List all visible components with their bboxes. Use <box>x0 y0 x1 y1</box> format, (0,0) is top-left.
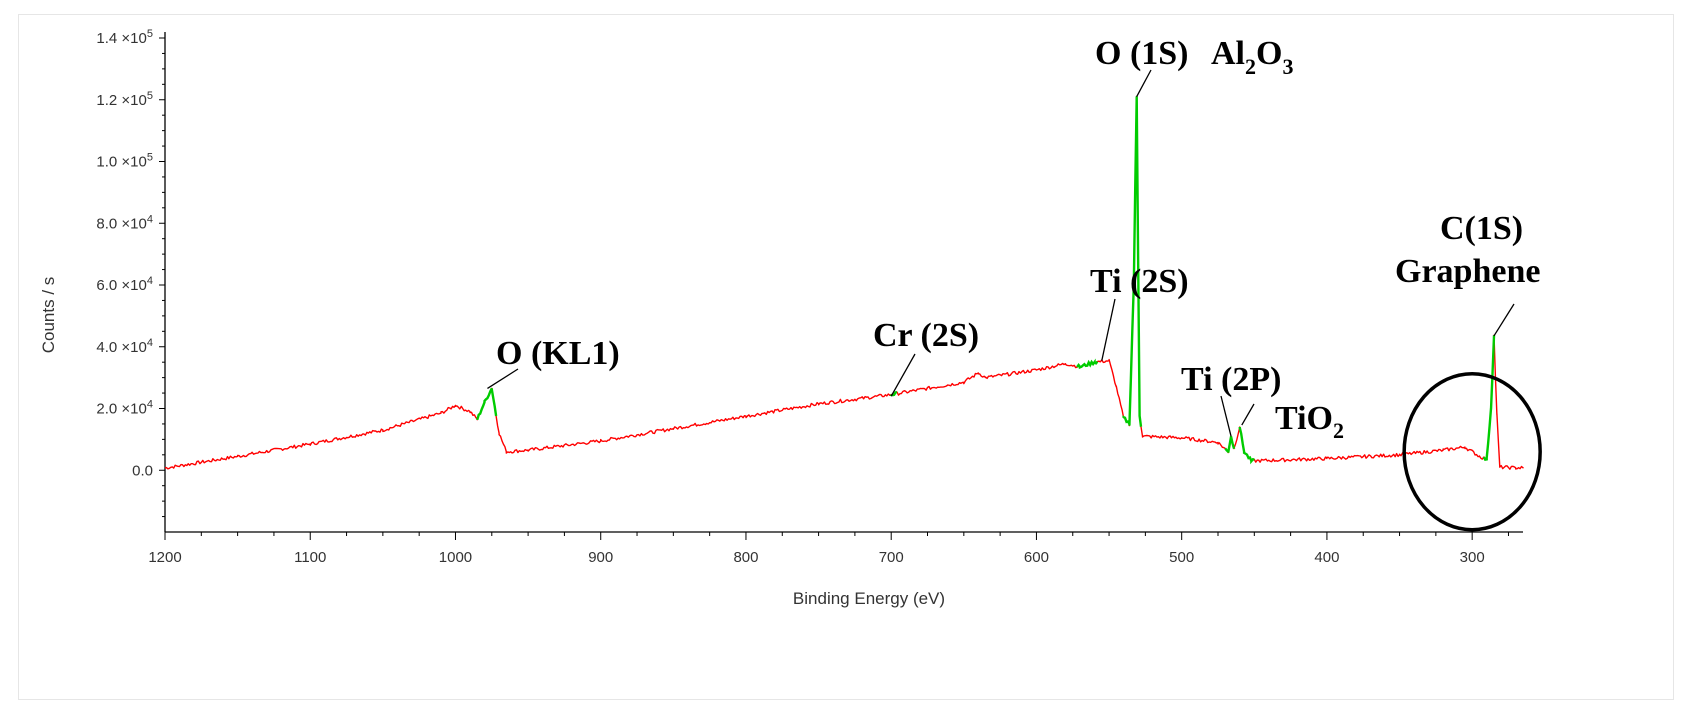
annotation-leader <box>890 353 916 397</box>
xps-chart: 1.4 ×105 1.2 ×105 1.0 ×105 8.0 ×104 6.0 ×104… <box>39 28 1542 608</box>
x-axis-title: Binding Energy (eV) <box>793 589 945 608</box>
spectrum-line <box>164 95 1524 470</box>
x-tick-label: 1200 <box>148 549 181 566</box>
annotation-c-1s: C(1S) <box>1440 210 1523 247</box>
y-tick-label: 6.0 ×104 <box>96 275 153 294</box>
x-tick-label: 300 <box>1460 549 1485 566</box>
chart-frame: 1.4 ×105 1.2 ×105 1.0 ×105 8.0 ×104 6.0 ×104… <box>18 14 1674 700</box>
annotation-al2o3: Al2O3 <box>1211 35 1293 79</box>
x-tick-label: 700 <box>879 549 904 566</box>
annotation-leader <box>1101 298 1116 361</box>
x-tick-label: 1000 <box>439 549 472 566</box>
y-axis-title: Counts / s <box>39 277 58 354</box>
annotation-leader <box>1220 395 1232 437</box>
y-tick-label: 1.0 ×105 <box>96 152 153 171</box>
annotation-tio2: TiO2 <box>1275 400 1344 443</box>
annotation-ti-2s: Ti (2S) <box>1090 263 1189 300</box>
x-tick-label: 600 <box>1024 549 1049 566</box>
annotation-cr-2s: Cr (2S) <box>873 317 979 354</box>
annotation-graphene: Graphene <box>1395 253 1540 290</box>
y-tick-label: 4.0 ×104 <box>96 337 153 356</box>
highlight-segment <box>1224 436 1236 453</box>
x-tick-label: 800 <box>733 549 758 566</box>
graphene-circle-marker <box>1402 371 1542 532</box>
annotation-leader <box>487 368 519 389</box>
annotation-leader <box>1136 69 1152 97</box>
x-tick-label: 500 <box>1169 549 1194 566</box>
y-tick-label: 2.0 ×104 <box>96 399 153 418</box>
x-tick-label: 900 <box>588 549 613 566</box>
annotation-o-kl1: O (KL1) <box>496 335 620 372</box>
annotation-o-1s: O (1S) <box>1095 35 1189 72</box>
annotation-ti-2p: Ti (2P) <box>1181 361 1281 398</box>
highlight-segment <box>476 387 498 421</box>
y-tick-label: 0.0 <box>132 462 153 479</box>
annotation-leader <box>1493 303 1515 337</box>
highlight-segment <box>1076 358 1099 370</box>
highlight-segment <box>1122 96 1143 427</box>
highlight-segment <box>1482 335 1496 462</box>
annotation-leader <box>1241 403 1255 426</box>
x-tick-label: 400 <box>1314 549 1339 566</box>
y-tick-label: 1.2 ×105 <box>96 90 153 109</box>
y-tick-label: 8.0 ×104 <box>96 213 153 232</box>
highlight-segment <box>1238 427 1255 465</box>
x-tick-label: 1100 <box>294 549 326 566</box>
y-tick-label: 1.4 ×105 <box>96 28 153 47</box>
